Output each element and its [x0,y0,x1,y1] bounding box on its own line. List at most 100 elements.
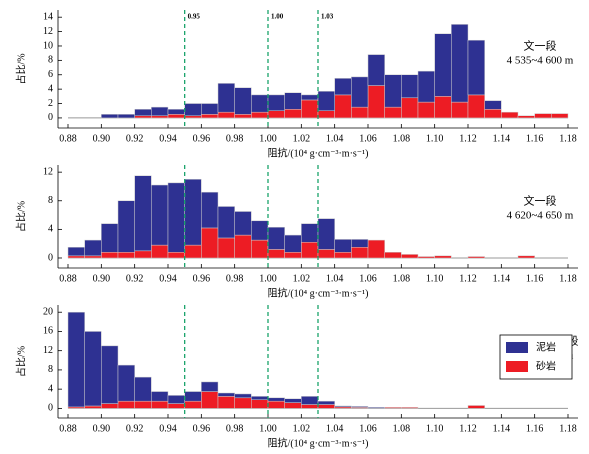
bar [201,381,219,392]
x-tick-label: 1.16 [526,423,544,434]
bar [184,391,202,402]
bar [467,405,485,409]
x-tick-label: 1.18 [559,133,577,144]
x-tick-label: 0.90 [93,133,111,144]
x-tick-label: 1.06 [359,423,377,434]
x-tick-label: 0.96 [193,423,211,434]
bar [367,407,385,409]
bar [134,115,152,119]
x-tick-label: 0.92 [126,273,144,284]
bar [451,24,469,103]
bar [401,97,419,119]
bar [534,113,552,119]
y-tick-label: 4 [48,224,53,235]
bar [151,115,169,119]
bar [351,406,369,408]
bar [84,331,102,407]
bar [267,249,285,259]
x-tick-label: 1.14 [493,423,511,434]
bar [351,239,369,248]
x-tick-label: 1.12 [459,423,477,434]
y-tick-label: 4 [48,83,53,94]
y-axis-label: 占比/% [14,53,27,84]
y-tick-label: 0 [48,252,53,263]
bar [351,76,369,108]
bar [484,109,502,119]
bar [134,376,152,402]
y-tick-label: 8 [48,364,53,375]
bar [284,398,302,403]
y-tick-label: 4 [48,383,53,394]
bar [234,87,252,115]
legend-label: 泥岩 [536,340,556,353]
bar [467,256,485,259]
bar [101,114,119,119]
bar [134,175,152,252]
bar [517,115,535,119]
bar [317,404,335,409]
bar [317,218,335,250]
bar [184,179,202,246]
x-tick-label: 0.98 [226,273,244,284]
bar [334,405,352,408]
bar [134,109,152,117]
bar [367,54,385,86]
x-tick-label: 1.10 [426,423,444,434]
bar [151,106,169,117]
bar [301,242,319,259]
x-tick-label: 0.96 [193,133,211,144]
reference-label: 1.03 [321,13,334,21]
bar [201,191,219,229]
bar [167,395,185,404]
bar [284,234,302,253]
x-tick-label: 1.10 [426,133,444,144]
x-tick-label: 0.92 [126,423,144,434]
bar [67,247,85,257]
bar [251,239,269,259]
x-tick-label: 0.92 [126,133,144,144]
bar [101,252,119,259]
bar [417,70,435,103]
x-tick-label: 0.94 [159,273,177,284]
x-axis-label: 阻抗/(10⁴ g·cm⁻³·m·s⁻¹) [268,146,369,159]
bar [334,239,352,253]
x-tick-label: 1.08 [393,273,411,284]
bar [201,103,219,115]
x-tick-label: 1.18 [559,423,577,434]
bar [251,94,269,113]
bar [267,94,285,111]
bar [84,255,102,259]
bar [217,237,235,259]
x-tick-label: 0.98 [226,133,244,144]
x-tick-label: 0.94 [159,133,177,144]
x-axis-label: 阻抗/(10⁴ g·cm⁻³·m·s⁻¹) [268,436,369,449]
bar [434,33,452,97]
bar [284,402,302,409]
bar [267,397,285,402]
annotation: 4 535~4 600 m [507,55,574,67]
x-tick-label: 1.10 [426,273,444,284]
bar [184,244,202,259]
bar [101,403,119,409]
bar [151,184,169,246]
x-tick-label: 0.88 [59,423,77,434]
bar [301,223,319,243]
x-tick-label: 1.02 [293,133,311,144]
x-tick-label: 1.16 [526,133,544,144]
panel: 0 4 8 12 16 20 0.88 0.90 0.92 0.94 0.96 0.98 1.00 1.0… [14,305,579,449]
bar [251,396,269,400]
bar [301,94,319,101]
bar [217,396,235,409]
y-tick-label: 14 [43,11,53,22]
bar [317,400,335,405]
x-tick-label: 1.04 [326,423,344,434]
x-tick-label: 0.90 [93,423,111,434]
bar [317,249,335,259]
legend-label: 砂岩 [536,359,556,372]
y-tick-label: 0 [48,112,53,123]
bar [284,92,302,110]
x-tick-label: 1.06 [359,133,377,144]
bar [117,200,135,253]
y-tick-label: 12 [43,166,53,177]
